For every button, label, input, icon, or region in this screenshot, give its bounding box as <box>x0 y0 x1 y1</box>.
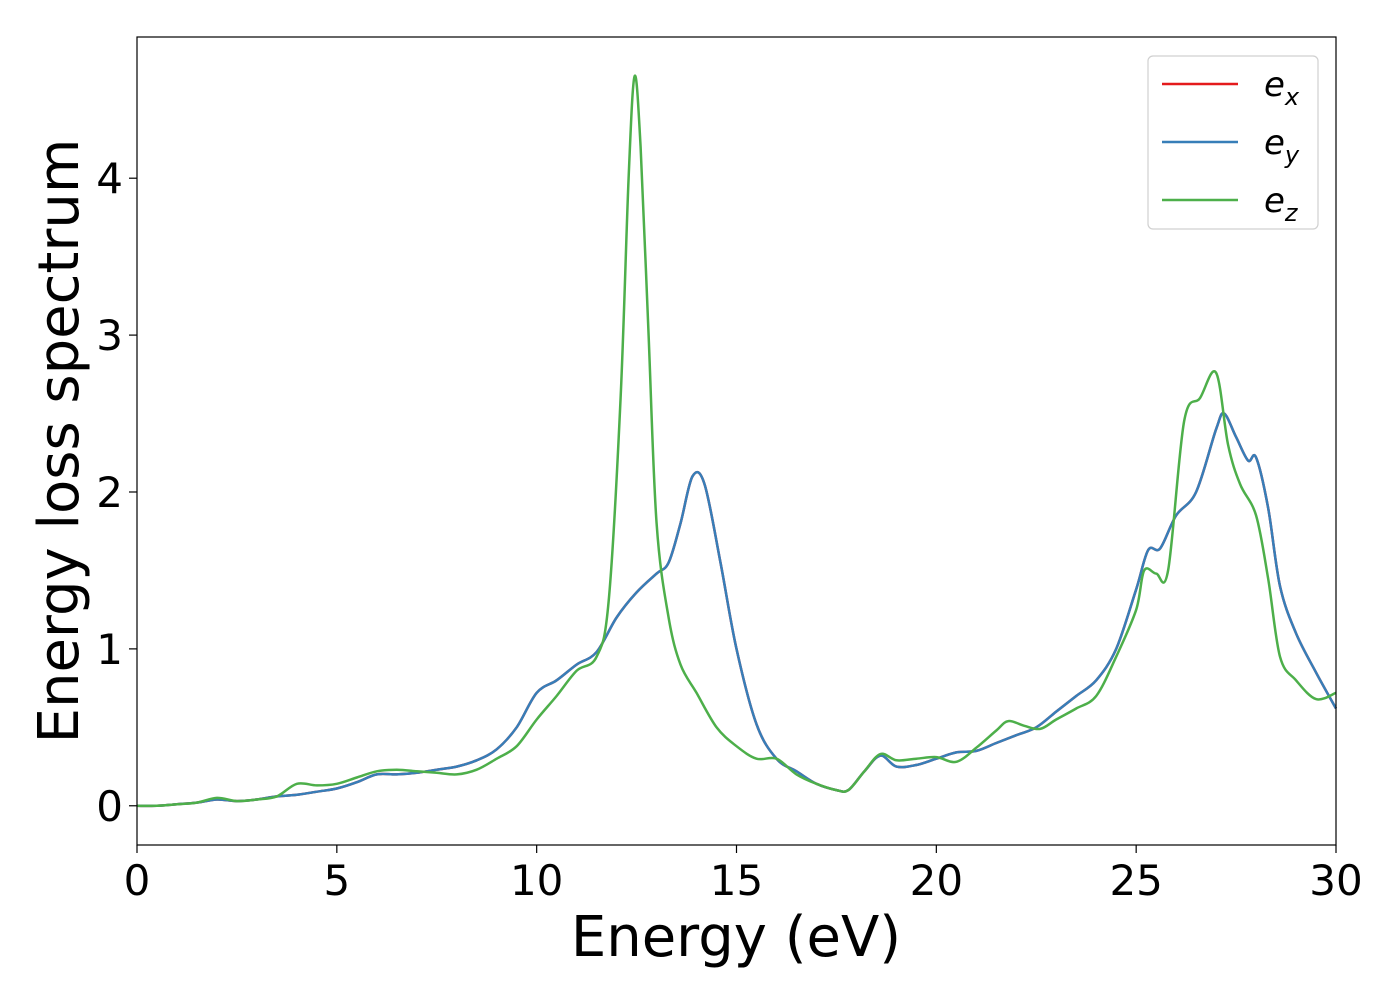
legend-label-subscript: x <box>1284 83 1300 111</box>
legend-label-subscript: z <box>1284 199 1299 227</box>
legend-label-subscript: y <box>1284 141 1300 169</box>
x-tick-label: 25 <box>1109 856 1162 905</box>
legend-label-e-x: ex <box>1264 65 1300 111</box>
y-tick-label: 2 <box>96 468 123 517</box>
legend-label-e-y: ey <box>1264 123 1300 169</box>
x-tick-label: 30 <box>1309 856 1362 905</box>
legend-label-e-z: ez <box>1264 181 1299 227</box>
y-axis-label: Energy loss spectrum <box>27 139 92 744</box>
x-tick-label: 20 <box>910 856 963 905</box>
x-tick-label: 5 <box>323 856 350 905</box>
plot-frame <box>136 36 1337 846</box>
y-tick-label: 4 <box>96 154 123 203</box>
x-tick-label: 0 <box>124 856 151 905</box>
series-line-e-y <box>136 412 1338 808</box>
axes-layer: 0 5 10 15 20 25 30 0 1 2 3 4 <box>96 154 1362 905</box>
y-tick-label: 1 <box>96 625 123 674</box>
legend-label-base: e <box>1264 65 1285 105</box>
series-line-e-z <box>136 74 1337 808</box>
legend-label-base: e <box>1264 123 1285 163</box>
series-layer <box>136 74 1338 808</box>
y-tick-label: 3 <box>96 311 123 360</box>
x-tick-label: 10 <box>510 856 563 905</box>
legend-label-base: e <box>1264 181 1285 221</box>
plot-area <box>137 37 1336 845</box>
y-tick-label: 0 <box>96 782 123 831</box>
x-axis-label: Energy (eV) <box>571 905 901 970</box>
x-tick-label: 15 <box>710 856 763 905</box>
